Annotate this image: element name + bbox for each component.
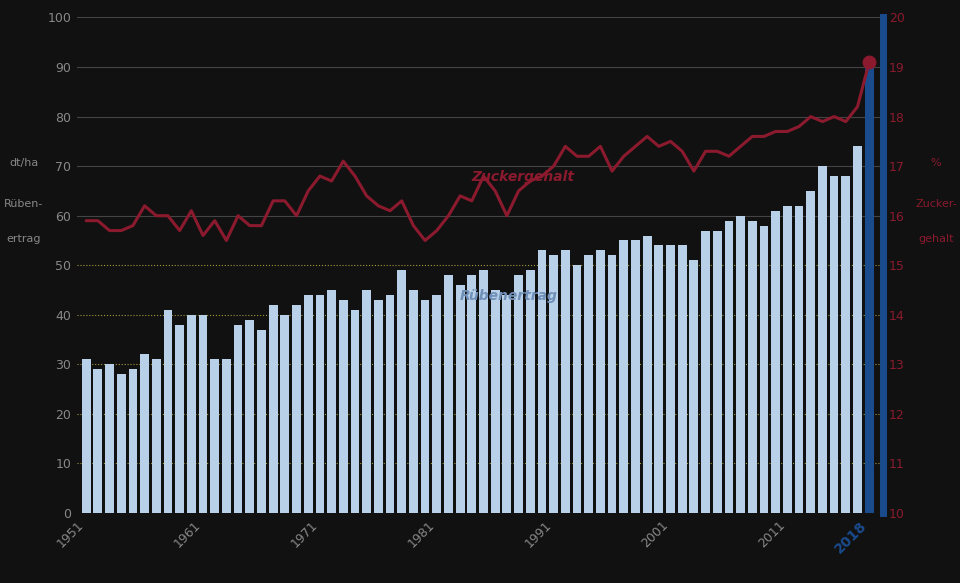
Bar: [222, 359, 230, 513]
Text: dt/ha: dt/ha: [10, 158, 38, 168]
Bar: [631, 240, 639, 513]
Bar: [409, 290, 418, 513]
Bar: [526, 271, 535, 513]
Bar: [829, 176, 838, 513]
Bar: [362, 290, 371, 513]
Bar: [643, 236, 652, 513]
Text: ertrag: ertrag: [7, 234, 41, 244]
Bar: [515, 275, 523, 513]
Bar: [853, 146, 862, 513]
Bar: [608, 255, 616, 513]
Bar: [655, 245, 663, 513]
Text: Rüben-: Rüben-: [4, 199, 44, 209]
Bar: [420, 300, 429, 513]
Bar: [619, 240, 628, 513]
Bar: [701, 231, 710, 513]
Bar: [140, 354, 149, 513]
Bar: [187, 315, 196, 513]
Bar: [818, 166, 827, 513]
Bar: [93, 370, 102, 513]
Bar: [280, 315, 289, 513]
Bar: [233, 325, 243, 513]
Text: %: %: [930, 158, 942, 168]
Bar: [468, 275, 476, 513]
Bar: [350, 310, 359, 513]
Bar: [106, 364, 114, 513]
Bar: [339, 300, 348, 513]
Text: Zuckergehalt: Zuckergehalt: [471, 170, 575, 184]
Bar: [585, 255, 593, 513]
Bar: [666, 245, 675, 513]
Bar: [736, 216, 745, 513]
Bar: [759, 226, 768, 513]
Bar: [865, 67, 874, 513]
Bar: [152, 359, 160, 513]
Bar: [374, 300, 383, 513]
Bar: [479, 271, 488, 513]
Bar: [316, 295, 324, 513]
Bar: [327, 290, 336, 513]
Bar: [444, 275, 453, 513]
Bar: [257, 330, 266, 513]
Bar: [713, 231, 722, 513]
Bar: [771, 211, 780, 513]
Bar: [502, 295, 512, 513]
Bar: [386, 295, 395, 513]
Bar: [82, 359, 90, 513]
Bar: [246, 319, 254, 513]
Bar: [783, 206, 792, 513]
Bar: [841, 176, 851, 513]
Bar: [397, 271, 406, 513]
Bar: [572, 265, 582, 513]
Bar: [678, 245, 686, 513]
Bar: [163, 310, 173, 513]
Bar: [806, 191, 815, 513]
Bar: [129, 370, 137, 513]
Text: Rübenertrag: Rübenertrag: [460, 289, 558, 303]
Bar: [561, 251, 569, 513]
Bar: [303, 295, 313, 513]
Bar: [176, 325, 184, 513]
Bar: [269, 305, 277, 513]
Bar: [748, 221, 756, 513]
Text: Zucker-: Zucker-: [915, 199, 957, 209]
Bar: [292, 305, 300, 513]
Bar: [432, 295, 442, 513]
Bar: [456, 285, 465, 513]
Bar: [795, 206, 804, 513]
Text: gehalt: gehalt: [919, 234, 953, 244]
Bar: [199, 315, 207, 513]
Bar: [596, 251, 605, 513]
Bar: [210, 359, 219, 513]
Bar: [491, 290, 499, 513]
Bar: [117, 374, 126, 513]
Bar: [689, 260, 698, 513]
Bar: [725, 221, 733, 513]
Bar: [538, 251, 546, 513]
Bar: [549, 255, 558, 513]
